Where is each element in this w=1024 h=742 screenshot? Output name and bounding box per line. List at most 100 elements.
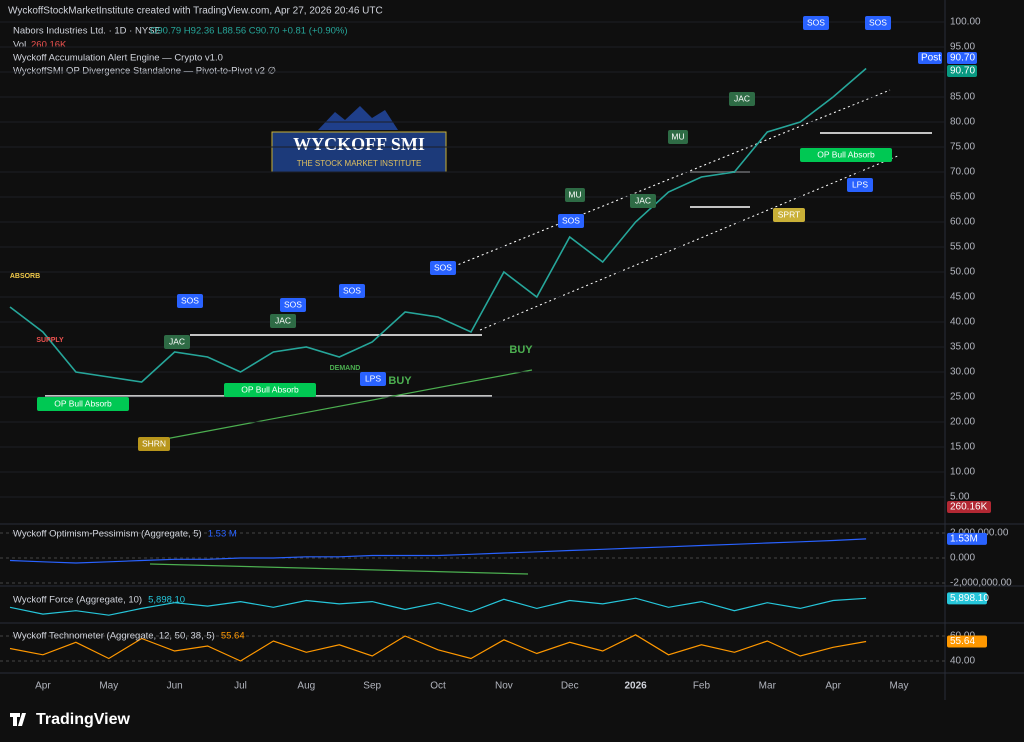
signal-badge [37,397,129,411]
signal-badge [270,314,296,328]
signal-label: SOS [562,215,580,225]
x-tick-label: May [890,681,909,692]
signal-label: LPS [852,179,868,189]
x-tick-label: Apr [35,681,51,692]
y-tick-label: 75.00 [950,142,975,153]
signal-badge [177,294,203,308]
signal-label: JAC [169,336,185,346]
symbol: Nabors Industries Ltd. · 1D · NYSE [13,26,161,37]
y-tick-label: 70.00 [950,167,975,178]
signal-badge [630,194,656,208]
channel-line [479,154,901,331]
signal-badge [224,383,316,397]
footer-logo: TradingView [10,711,131,728]
signal-label: SHRN [142,438,166,448]
indicator-name: WyckoffSMI OP Divergence Standalone — Pi… [13,66,276,77]
price-tag-text: 260.16K [950,502,988,513]
signal-label: OP Bull Absorb [817,149,875,159]
signal-label: SOS [434,262,452,272]
price-tag [947,52,977,64]
signal-badge [339,284,365,298]
y-tick-label: 45.00 [950,292,975,303]
series-line [9,634,867,662]
series-line [9,597,867,616]
logo-subtitle: THE STOCK MARKET INSTITUTE [297,159,422,168]
signal-label: SOS [869,17,887,27]
signal-badge [803,16,829,30]
channel-line [439,89,891,273]
series-line [9,538,867,564]
signal-label: ABSORB [10,273,40,280]
signal-label: MU [568,189,581,199]
panel-value: 5,898.10 [148,595,185,606]
signal-label: JAC [734,93,750,103]
y-tick-label: 40.00 [950,317,975,328]
price-tag [947,532,987,545]
logo-title: WYCKOFF SMI [293,134,425,154]
signal-badge [558,214,584,228]
signal-badge [773,208,805,222]
x-tick-label: Jul [234,681,247,692]
y-tick-label: 40.00 [950,656,975,667]
signal-label: JAC [635,195,651,205]
price-tag [918,52,942,64]
signal-badge [847,178,873,192]
logo-mountain [318,106,398,130]
signal-badge [280,298,306,312]
panel-title: Wyckoff Force (Aggregate, 10) [13,595,142,606]
y-tick-label: 55.00 [950,242,975,253]
x-tick-label: Oct [430,681,446,692]
x-tick-label: Nov [495,681,513,692]
logo: WYCKOFF SMI THE STOCK MARKET INSTITUTE [271,106,447,173]
y-tick-label: 10.00 [950,467,975,478]
signal-label: SPRT [778,209,801,219]
signal-label: JAC [275,315,291,325]
signal-label: SOS [181,295,199,305]
x-tick-label: 2026 [624,681,647,692]
panel-title: Wyckoff Technometer (Aggregate, 12, 50, … [13,631,215,642]
price-tag-text: 90.70 [950,53,975,64]
signal-badge [565,188,585,202]
series-line [9,67,867,383]
signal-badge [668,130,688,144]
y-tick-label: 15.00 [950,442,975,453]
credit: WyckoffStockMarketInstitute created with… [8,6,383,17]
price-tag [947,635,987,648]
ohlc: O90.79 H92.36 L88.56 C90.70 +0.81 (+0.90… [150,26,348,37]
price-tag [947,592,987,605]
x-tick-label: Jun [167,681,183,692]
y-tick-label: 20.00 [950,417,975,428]
y-tick-label: 30.00 [950,367,975,378]
signal-badge [360,372,386,386]
panel-value: 1.53 M [208,529,237,540]
vol-value: 260.16K [31,40,67,51]
price-tag [947,501,991,513]
x-tick-label: Aug [297,681,315,692]
x-tick-label: Apr [825,681,841,692]
vol-label: Vol [13,40,26,51]
trend-arrow [159,369,533,441]
signal-badge [729,92,755,106]
signal-label: SUPPLY [36,337,64,344]
x-tick-label: May [99,681,118,692]
y-tick-label: 80.00 [950,117,975,128]
signal-label: OP Bull Absorb [54,398,112,408]
signal-badge [138,437,170,451]
footer-brand: TradingView [36,711,131,728]
signal-label: DEMAND [330,365,361,372]
y-tick-label: 50.00 [950,267,975,278]
logo-box [271,131,447,173]
signal-badge [164,335,190,349]
y-tick-label: 100.00 [950,17,981,28]
y-tick-label: 60.00 [950,217,975,228]
x-tick-label: Mar [759,681,777,692]
indicator-name: Wyckoff Accumulation Alert Engine — Cryp… [13,53,223,64]
y-tick-label: -2,000,000.00 [950,578,1012,589]
y-tick-label: 5.00 [950,492,970,503]
signal-label: BUY [509,344,533,356]
price-tag-text: 90.70 [950,66,975,77]
signal-badge [865,16,891,30]
price-tag-text: 5,898.10 [950,593,989,604]
